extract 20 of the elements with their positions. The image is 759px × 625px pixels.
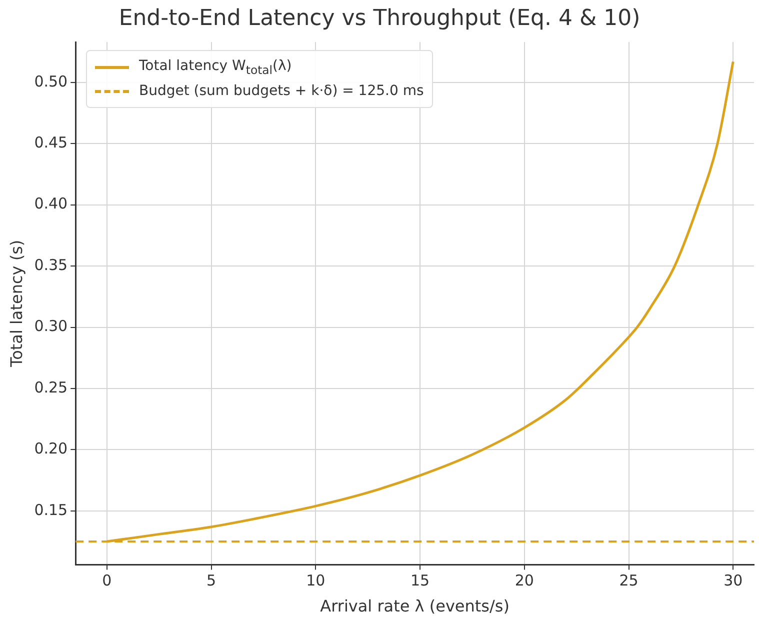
y-tick-label: 0.30 [34, 317, 68, 336]
x-tick-label: 10 [306, 572, 326, 590]
x-tick-label: 0 [102, 572, 112, 590]
legend-label: Total latency W$_{total}$(λ) [139, 58, 292, 76]
x-tick-label: 20 [514, 572, 534, 590]
y-tick-label: 0.15 [34, 500, 68, 519]
x-tick-label: 25 [619, 572, 638, 590]
y-tick-label: 0.40 [34, 194, 68, 213]
x-axis-title: Arrival rate λ (events/s) [320, 596, 510, 616]
y-tick-label: 0.25 [34, 378, 68, 396]
x-tick-label: 15 [410, 572, 430, 590]
y-tick-label: 0.20 [34, 440, 68, 458]
x-tick-label: 30 [724, 572, 743, 590]
y-tick-label: 0.50 [34, 72, 68, 90]
y-tick-label: 0.35 [34, 256, 68, 274]
chart-title: End-to-End Latency vs Throughput (Eq. 4 & 10) [118, 6, 642, 31]
y-axis-title: Total latency (s) [6, 240, 26, 368]
x-tick-label: 5 [206, 572, 216, 590]
y-tick-label: 0.45 [34, 134, 68, 152]
legend-label: Budget (sum budgets + k·δ) = 125.0 ms [139, 83, 424, 99]
